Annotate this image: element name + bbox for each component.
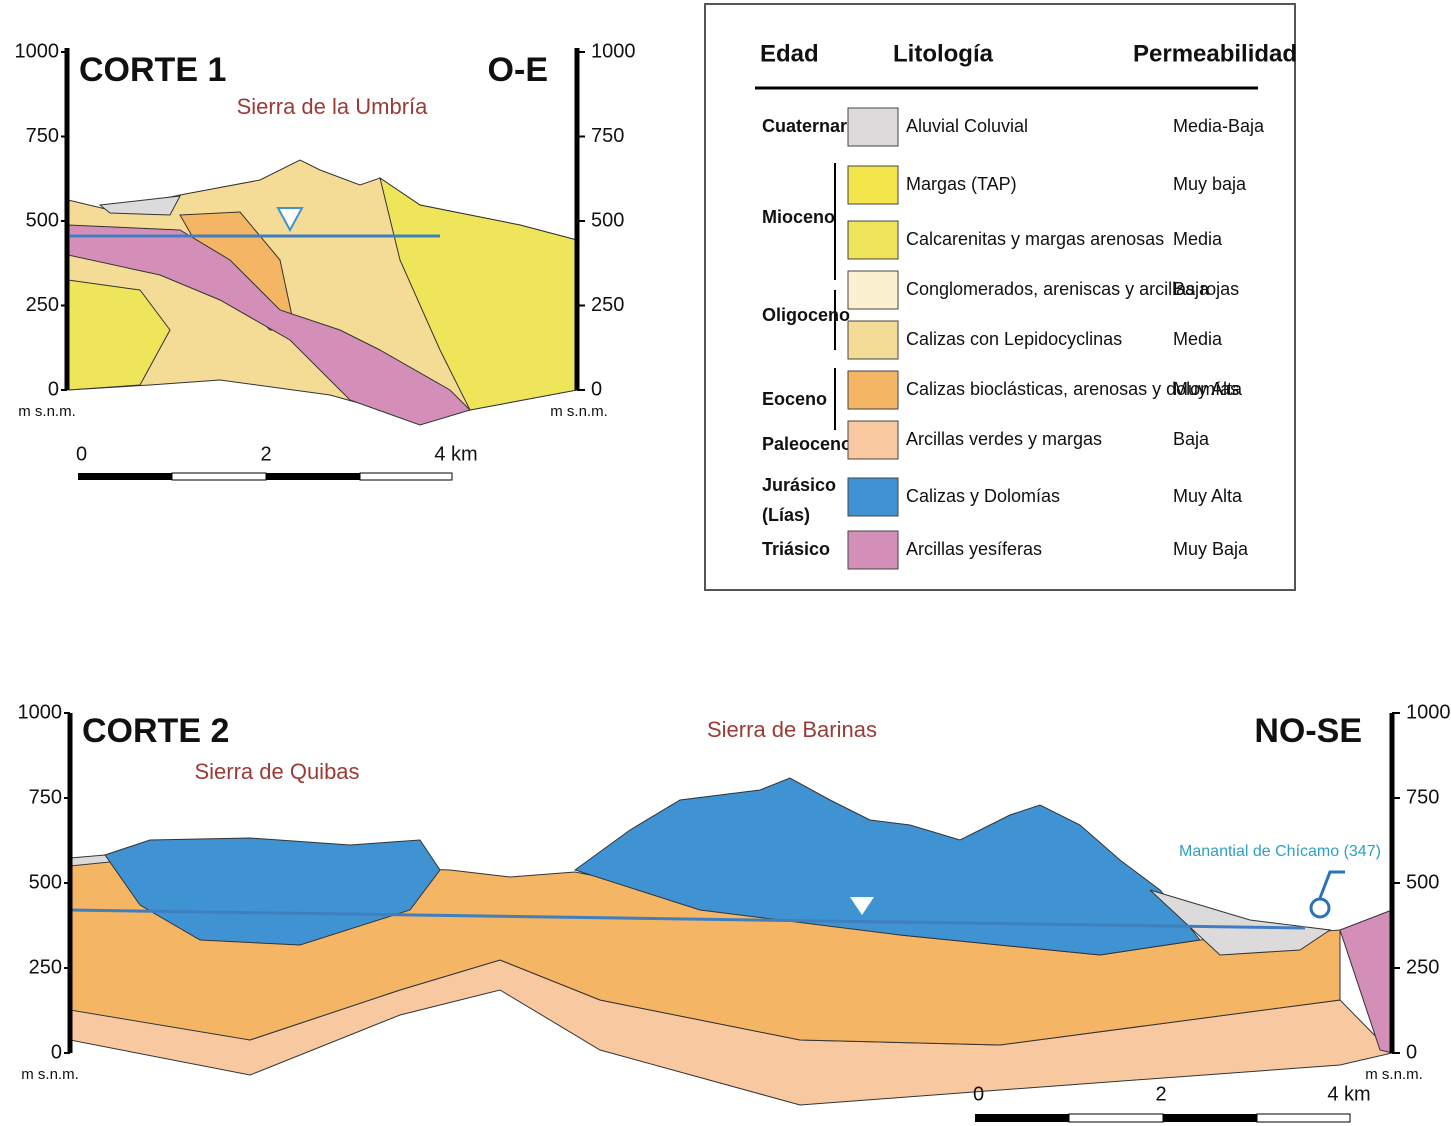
scale-label: 4 km: [1327, 1083, 1370, 1105]
place-name: Sierra de Quibas: [194, 759, 359, 784]
age-label: Mioceno: [762, 207, 835, 227]
orientation: NO-SE: [1254, 712, 1362, 750]
permeability: Media: [1173, 329, 1223, 349]
axis-label: 1000: [15, 40, 60, 62]
place-name: Sierra de la Umbría: [237, 94, 429, 119]
axis-label: 750: [26, 125, 59, 147]
axis-label: 0: [51, 1041, 62, 1063]
lithology: Calizas y Dolomías: [906, 486, 1060, 506]
scale-bar: [360, 473, 452, 480]
axis-label: 500: [1406, 871, 1439, 893]
axis-unit: m s.n.m.: [550, 403, 608, 420]
age-label: (Lías): [762, 505, 810, 525]
axis-unit: m s.n.m.: [1365, 1066, 1423, 1083]
permeability: Baja: [1173, 279, 1210, 299]
axis-label: 500: [29, 871, 62, 893]
legend-swatch: [848, 108, 898, 146]
axis-label: 0: [591, 378, 602, 400]
permeability: Muy Alta: [1173, 379, 1243, 399]
axis-label: 1000: [1406, 701, 1451, 723]
scale-bar: [975, 1114, 1069, 1122]
legend-swatch: [848, 321, 898, 359]
orientation: O-E: [488, 51, 548, 89]
axis-label: 500: [26, 209, 59, 231]
permeability: Muy baja: [1173, 174, 1247, 194]
spring-symbol: [1320, 872, 1345, 898]
lithology: Arcillas verdes y margas: [906, 429, 1102, 449]
scale-bar: [1163, 1114, 1257, 1122]
permeability: Media: [1173, 229, 1223, 249]
legend-swatch: [848, 166, 898, 204]
axis-label: 1000: [18, 701, 63, 723]
legend-header: Litología: [893, 40, 994, 67]
legend-swatch: [848, 221, 898, 259]
axis-label: 250: [29, 956, 62, 978]
axis-unit: m s.n.m.: [21, 1066, 79, 1083]
permeability: Muy Baja: [1173, 539, 1249, 559]
lithology: Calizas con Lepidocyclinas: [906, 329, 1122, 349]
scale-bar: [172, 473, 266, 480]
age-label: Paleoceno: [762, 434, 852, 454]
geologic-figure: 1000750500250010007505002500m s.n.m.m s.…: [0, 0, 1451, 1126]
legend-header: Permeabilidad: [1133, 40, 1297, 67]
permeability: Media-Baja: [1173, 116, 1265, 136]
legend-header: Edad: [760, 40, 819, 67]
scale-label: 2: [260, 443, 271, 465]
legend-swatch: [848, 371, 898, 409]
lithology: Margas (TAP): [906, 174, 1017, 194]
axis-label: 250: [1406, 956, 1439, 978]
axis-label: 500: [591, 209, 624, 231]
permeability: Baja: [1173, 429, 1210, 449]
legend-swatch: [848, 478, 898, 516]
legend-swatch: [848, 421, 898, 459]
permeability: Muy Alta: [1173, 486, 1243, 506]
age-label: Triásico: [762, 539, 830, 559]
axis-label: 0: [48, 378, 59, 400]
scale-bar: [78, 473, 172, 480]
scale-label: 2: [1155, 1083, 1166, 1105]
age-label: Jurásico: [762, 475, 836, 495]
legend-swatch: [848, 531, 898, 569]
scale-bar: [266, 473, 360, 480]
axis-label: 1000: [591, 40, 636, 62]
section-title: CORTE 1: [79, 51, 226, 89]
axis-label: 250: [26, 294, 59, 316]
axis-label: 0: [1406, 1041, 1417, 1063]
spring-name: Manantial de Chícamo (347): [1179, 843, 1381, 860]
scale-label: 0: [973, 1083, 984, 1105]
axis-unit: m s.n.m.: [18, 403, 76, 420]
legend-swatch: [848, 271, 898, 309]
scale-label: 0: [76, 443, 87, 465]
place-name: Sierra de Barinas: [707, 717, 877, 742]
age-label: Oligoceno: [762, 305, 850, 325]
age-label: Eoceno: [762, 389, 827, 409]
layer: [100, 196, 180, 215]
lithology: Aluvial Coluvial: [906, 116, 1028, 136]
axis-label: 750: [591, 125, 624, 147]
spring-symbol: [1311, 899, 1329, 917]
scale-bar: [1069, 1114, 1163, 1122]
scale-bar: [1257, 1114, 1350, 1122]
axis-label: 250: [591, 294, 624, 316]
section-title: CORTE 2: [82, 712, 229, 750]
axis-label: 750: [29, 786, 62, 808]
lithology: Arcillas yesíferas: [906, 539, 1042, 559]
scale-label: 4 km: [434, 443, 477, 465]
lithology: Calcarenitas y margas arenosas: [906, 229, 1164, 249]
axis-label: 750: [1406, 786, 1439, 808]
